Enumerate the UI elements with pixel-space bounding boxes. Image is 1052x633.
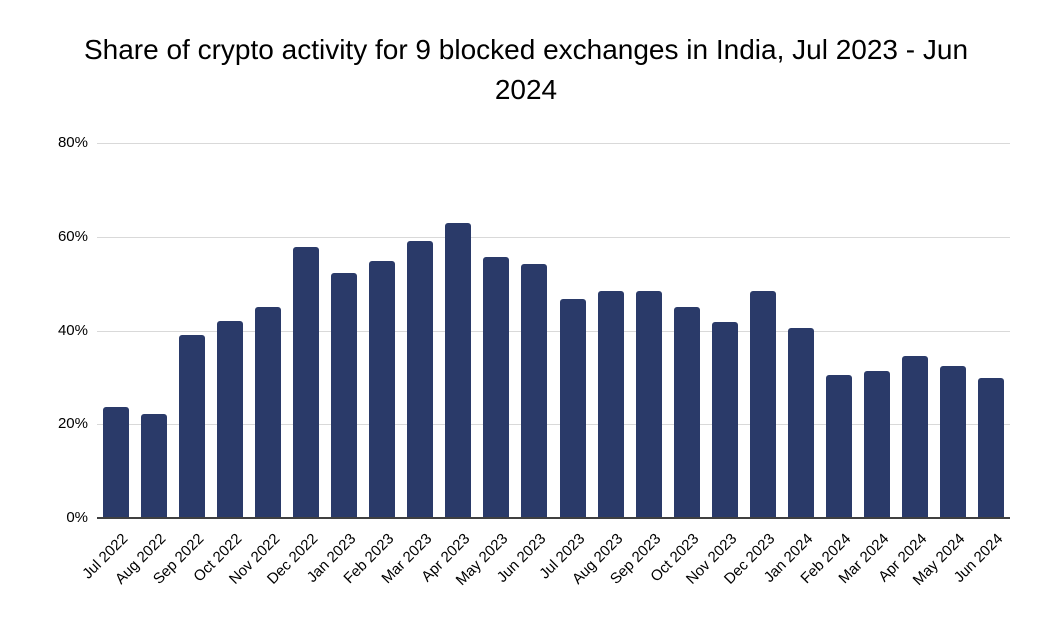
bar-feb-2023 — [369, 261, 396, 518]
plot-area: 0% 20% 40% 60% 80% Jul 2022 Aug 2022 Sep 2022 Oc… — [58, 134, 1010, 589]
bar-may-2023 — [483, 257, 510, 518]
bar-jun-2024 — [977, 378, 1004, 518]
bar-jan-2023 — [331, 272, 358, 518]
gridline-60 — [97, 236, 1010, 238]
bar-jan-2024 — [787, 327, 814, 518]
chart-title: Share of crypto activity for 9 blocked e… — [83, 34, 969, 105]
x-axis-line — [97, 517, 1010, 519]
bar-jun-2023 — [521, 264, 548, 518]
bar-jul-2023 — [559, 298, 586, 518]
bar-oct-2022 — [217, 321, 244, 518]
bar-nov-2022 — [255, 307, 282, 518]
y-axis-tick-label: 60% — [57, 227, 88, 245]
gridline-40 — [97, 330, 1010, 332]
bar-dec-2022 — [293, 247, 320, 518]
bar-aug-2023 — [597, 291, 624, 518]
y-axis-tick-label: 20% — [57, 415, 88, 433]
y-axis-tick-label: 0% — [66, 509, 88, 526]
gridline-80 — [97, 143, 1010, 144]
y-axis-tick-label: 40% — [57, 321, 88, 339]
bar-apr-2024 — [901, 356, 928, 518]
bar-jul-2022 — [103, 406, 130, 518]
bar-dec-2023 — [749, 291, 776, 518]
bar-nov-2023 — [711, 322, 738, 518]
bar-may-2024 — [939, 366, 966, 518]
y-axis-tick-label: 80% — [57, 134, 88, 151]
bar-mar-2024 — [863, 371, 890, 518]
bar-mar-2023 — [407, 240, 434, 518]
bar-sep-2023 — [635, 291, 662, 518]
bar-aug-2022 — [141, 413, 168, 518]
bar-apr-2023 — [445, 223, 472, 518]
gridline-20 — [97, 424, 1010, 426]
bar-oct-2023 — [673, 307, 700, 518]
bar-feb-2024 — [825, 375, 852, 518]
bar-sep-2022 — [179, 335, 206, 518]
